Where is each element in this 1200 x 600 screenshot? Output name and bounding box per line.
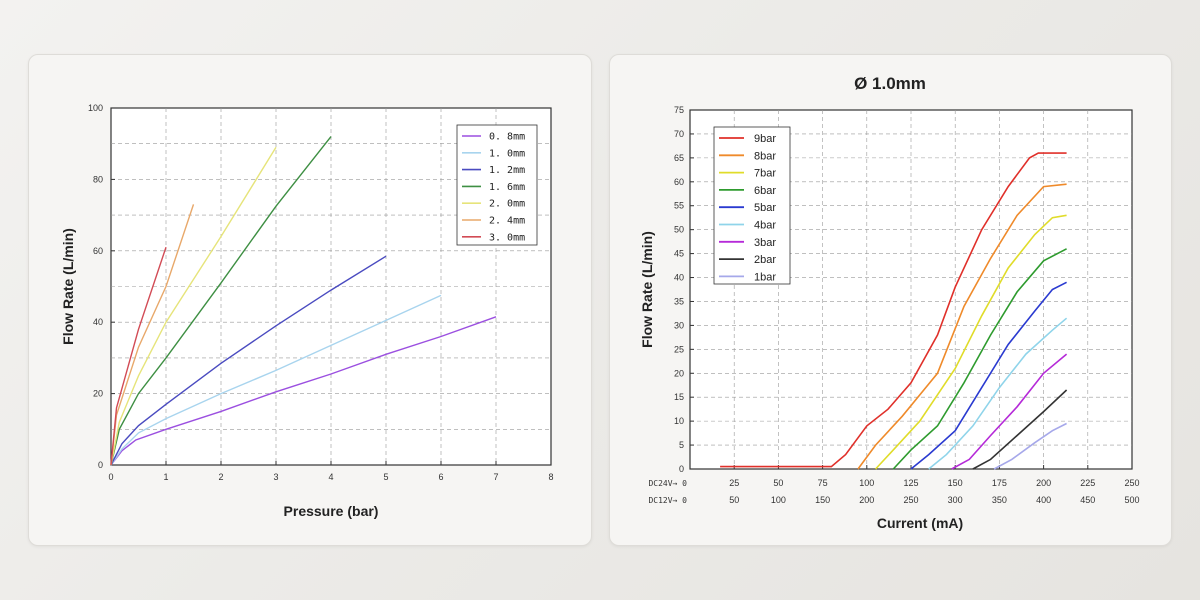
y-axis-label: Flow Rate (L/min) xyxy=(639,231,655,348)
y-tick-label: 60 xyxy=(93,246,103,256)
series-line-20mm xyxy=(110,146,277,466)
x-tick-label: 450 xyxy=(1080,495,1095,505)
series-line-30mm xyxy=(110,246,167,466)
y-axis-label: Flow Rate (L/min) xyxy=(60,228,76,345)
y-tick-label: 10 xyxy=(674,416,684,426)
legend-label: 9bar xyxy=(754,133,776,145)
y-tick-label: 70 xyxy=(674,129,684,139)
y-tick-label: 40 xyxy=(674,273,684,283)
series-line-9bar xyxy=(720,152,1067,468)
x-tick-label: 1 xyxy=(163,472,168,482)
x-tick-label: 200 xyxy=(859,495,874,505)
y-tick-label: 5 xyxy=(679,440,684,450)
series-line-08mm xyxy=(110,316,497,466)
legend-label: 7bar xyxy=(754,168,776,180)
y-tick-label: 65 xyxy=(674,153,684,163)
x-tick-label: 125 xyxy=(903,478,918,488)
legend-label: 1. 0mm xyxy=(489,148,525,159)
y-tick-label: 25 xyxy=(674,344,684,354)
legend-label: 1bar xyxy=(754,271,776,283)
y-tick-label: 50 xyxy=(674,225,684,235)
x-tick-label: 200 xyxy=(1036,478,1051,488)
x-tick-label: 350 xyxy=(992,495,1007,505)
legend-label: 1. 6mm xyxy=(489,182,525,193)
legend-label: 2bar xyxy=(754,254,776,266)
y-tick-label: 40 xyxy=(93,317,103,327)
series-line-8bar xyxy=(857,183,1067,470)
series-line-2bar xyxy=(972,389,1068,470)
x-tick-label: 6 xyxy=(438,472,443,482)
x-axis-row-label: DC24V→ 0 xyxy=(648,479,687,488)
x-tick-label: 100 xyxy=(859,478,874,488)
y-tick-label: 15 xyxy=(674,392,684,402)
series-line-3bar xyxy=(951,353,1068,470)
x-tick-label: 8 xyxy=(548,472,553,482)
legend-label: 4bar xyxy=(754,220,776,232)
x-tick-label: 150 xyxy=(815,495,830,505)
y-tick-label: 100 xyxy=(88,103,103,113)
series-line-16mm xyxy=(110,136,332,466)
y-tick-label: 35 xyxy=(674,296,684,306)
x-tick-label: 5 xyxy=(383,472,388,482)
legend-label: 8bar xyxy=(754,150,776,162)
x-tick-label: 0 xyxy=(108,472,113,482)
legend-label: 2. 4mm xyxy=(489,216,525,227)
x-tick-label: 25 xyxy=(729,478,739,488)
x-tick-label: 250 xyxy=(1124,478,1139,488)
pressure-chart-card: 0 1 2 3 4 5 6 7 8 0 20 40 60 80 100 0. 8mm 1. 0mm 1. 2mm 1… xyxy=(28,54,592,546)
x-tick-label: 175 xyxy=(992,478,1007,488)
series-line-10mm xyxy=(110,294,442,466)
current-chart-card: Ø 1.0mm 0 5 10 15 20 25 30 35 40 45 50 55 60 65 70 75 DC2… xyxy=(609,54,1172,546)
series-line-5bar xyxy=(910,281,1067,470)
series-line-1bar xyxy=(993,422,1067,470)
legend-label: 0. 8mm xyxy=(489,132,525,143)
x-tick-label: 225 xyxy=(1080,478,1095,488)
legend-label: 5bar xyxy=(754,202,776,214)
x-axis-row-label: DC12V→ 0 xyxy=(648,496,687,505)
x-tick-label: 150 xyxy=(948,478,963,488)
series-line-12mm xyxy=(110,255,387,466)
y-tick-label: 30 xyxy=(674,320,684,330)
y-tick-label: 80 xyxy=(93,174,103,184)
x-tick-label: 3 xyxy=(273,472,278,482)
x-tick-label: 100 xyxy=(771,495,786,505)
y-tick-label: 75 xyxy=(674,105,684,115)
legend-box xyxy=(713,126,791,285)
y-tick-label: 20 xyxy=(93,389,103,399)
y-tick-label: 0 xyxy=(98,460,103,470)
legend-label: 3bar xyxy=(754,237,776,249)
y-tick-label: 60 xyxy=(674,177,684,187)
legend-label: 3. 0mm xyxy=(489,232,525,243)
series-line-4bar xyxy=(928,317,1068,470)
x-axis-label: Pressure (bar) xyxy=(284,503,379,519)
x-tick-label: 50 xyxy=(729,495,739,505)
legend-box xyxy=(456,124,538,246)
chart-title: Ø 1.0mm xyxy=(854,74,926,93)
x-tick-label: 7 xyxy=(493,472,498,482)
x-tick-label: 2 xyxy=(218,472,223,482)
legend-label: 6bar xyxy=(754,185,776,197)
x-tick-label: 400 xyxy=(1036,495,1051,505)
x-axis-label: Current (mA) xyxy=(877,515,963,531)
x-tick-label: 50 xyxy=(773,478,783,488)
legend-label: 1. 2mm xyxy=(489,165,525,176)
y-tick-label: 55 xyxy=(674,201,684,211)
y-tick-label: 0 xyxy=(679,464,684,474)
series-line-6bar xyxy=(892,248,1067,470)
current-flow-chart: Ø 1.0mm 0 5 10 15 20 25 30 35 40 45 50 55 60 65 70 75 DC2… xyxy=(639,74,1140,531)
series-line-7bar xyxy=(875,214,1067,470)
y-tick-label: 45 xyxy=(674,249,684,259)
x-tick-label: 250 xyxy=(903,495,918,505)
legend-label: 2. 0mm xyxy=(489,199,525,210)
x-tick-label: 75 xyxy=(818,478,828,488)
x-tick-label: 300 xyxy=(948,495,963,505)
x-tick-label: 500 xyxy=(1124,495,1139,505)
y-tick-label: 20 xyxy=(674,368,684,378)
x-tick-label: 4 xyxy=(328,472,333,482)
